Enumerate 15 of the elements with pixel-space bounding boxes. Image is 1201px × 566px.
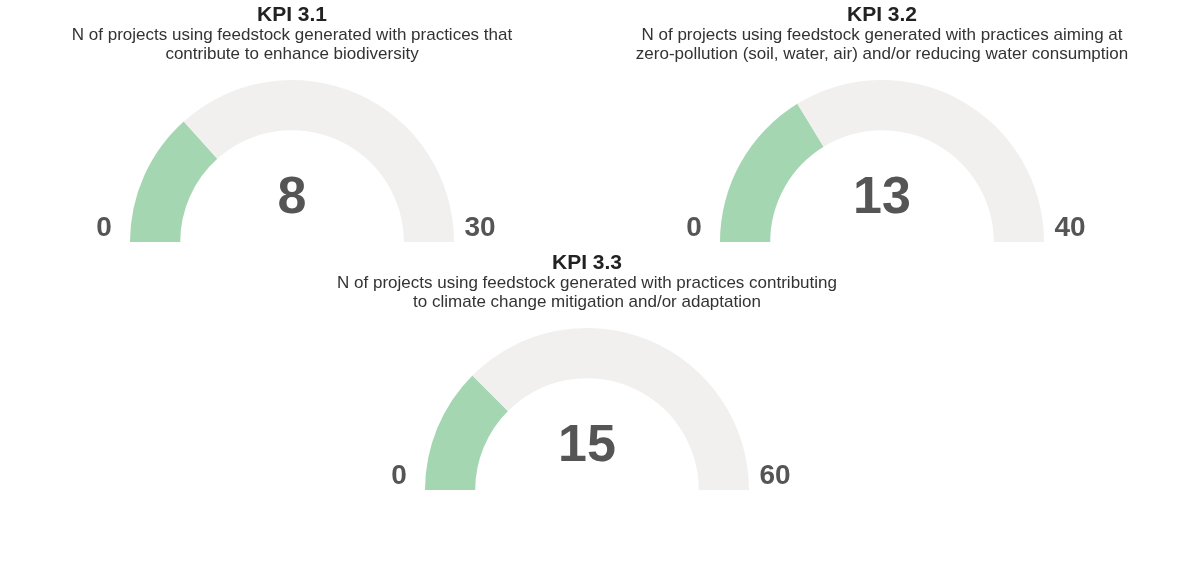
text: 30 [464,211,496,242]
text: 0 [96,211,112,242]
chart-subtitle: N of projects using feedstock generated with practices contributing to climate change mitigation and/or adaptation [337,273,837,311]
text: 15 [558,414,616,472]
chart-title: KPI 3.2 [846,2,918,25]
chart-subtitle: N of projects using feedstock generated with practices that contribute to enhance biodiversity [71,25,513,63]
chart-title: KPI 3.3 [551,250,623,273]
text: 0 [391,459,407,490]
chart-title: KPI 3.1 [256,2,328,25]
text: 0 [686,211,702,242]
text: 8 [277,166,307,224]
text: 60 [759,459,791,490]
text: 40 [1054,211,1086,242]
chart-subtitle: N of projects using feedstock generated with practices aiming at zero-pollution (soil, water, air) and/or reducing water consumption [635,25,1129,63]
text: 13 [853,166,911,224]
